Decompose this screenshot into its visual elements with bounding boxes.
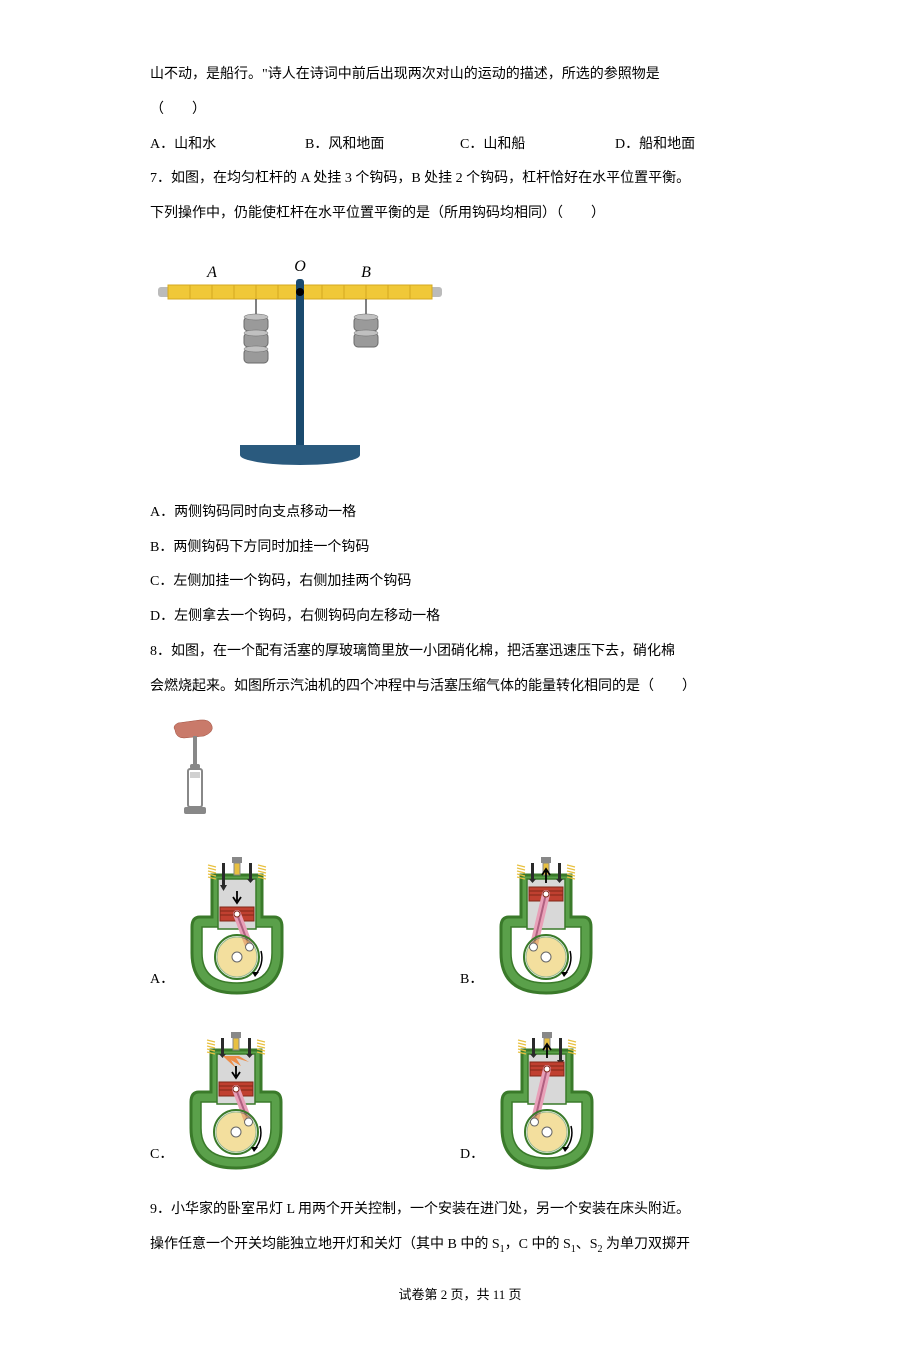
q6-options: A．山和水 B．风和地面 C．山和船 D．船和地面: [150, 130, 770, 161]
q8-line2: 会燃烧起来。如图所示汽油机的四个冲程中与活塞压缩气体的能量转化相同的是（ ）: [150, 672, 770, 703]
page-footer: 试卷第 2 页，共 11 页: [150, 1281, 770, 1310]
q7-line2: 下列操作中，仍能使杠杆在水平位置平衡的是（所用钩码均相同）（ ）: [150, 199, 770, 230]
q8-line1: 8．如图，在一个配有活塞的厚玻璃筒里放一小团硝化棉，把活塞迅速压下去，硝化棉: [150, 637, 770, 668]
q6-opt-c: C．山和船: [460, 130, 615, 161]
q6-tail-line: 山不动，是船行。"诗人在诗词中前后出现两次对山的运动的描述，所选的参照物是: [150, 60, 770, 91]
svg-text:B: B: [361, 264, 371, 281]
engine-c-icon: [181, 1020, 291, 1170]
engine-row-2: C． D．: [150, 1020, 770, 1170]
lever-figure: AOB: [150, 240, 770, 483]
q7-opt-a: A．两侧钩码同时向支点移动一格: [150, 498, 770, 529]
svg-text:A: A: [206, 264, 217, 281]
q6-opt-b: B．风和地面: [305, 130, 460, 161]
q8-opt-d-label: D．: [460, 1140, 484, 1171]
q8-opt-a-label: A．: [150, 965, 174, 996]
piston-figure: [170, 718, 770, 831]
q8-opt-b-label: B．: [460, 965, 483, 996]
q6-paren: （ ）: [150, 95, 770, 126]
svg-text:O: O: [294, 258, 306, 275]
q7-opt-d: D．左侧拿去一个钩码，右侧钩码向左移动一格: [150, 602, 770, 633]
q8-opt-c-label: C．: [150, 1140, 173, 1171]
q9-line1: 9．小华家的卧室吊灯 L 用两个开关控制，一个安装在进门处，另一个安装在床头附近…: [150, 1195, 770, 1226]
engine-row-1: A． B．: [150, 845, 770, 995]
q6-opt-d: D．船和地面: [615, 130, 770, 161]
q7-opt-c: C．左侧加挂一个钩码，右侧加挂两个钩码: [150, 567, 770, 598]
engine-b-icon: [491, 845, 601, 995]
engine-d-icon: [492, 1020, 602, 1170]
q6-opt-a: A．山和水: [150, 130, 305, 161]
q7-line1: 7．如图，在均匀杠杆的 A 处挂 3 个钩码，B 处挂 2 个钩码，杠杆恰好在水…: [150, 164, 770, 195]
q7-opt-b: B．两侧钩码下方同时加挂一个钩码: [150, 533, 770, 564]
engine-a-icon: [182, 845, 292, 995]
q9-line2: 操作任意一个开关均能独立地开灯和关灯（其中 B 中的 S1，C 中的 S1、S2…: [150, 1230, 770, 1261]
